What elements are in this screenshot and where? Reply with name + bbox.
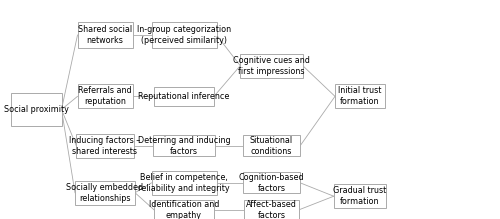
Text: Social proximity: Social proximity <box>4 105 69 114</box>
Text: Socially embedded
relationships: Socially embedded relationships <box>66 183 144 203</box>
Text: Affect-based
factors: Affect-based factors <box>246 200 297 219</box>
Text: Referrals and
reputation: Referrals and reputation <box>78 87 132 106</box>
FancyBboxPatch shape <box>335 84 385 108</box>
FancyBboxPatch shape <box>75 181 135 205</box>
FancyBboxPatch shape <box>12 93 62 127</box>
FancyBboxPatch shape <box>243 173 300 193</box>
FancyBboxPatch shape <box>154 201 214 219</box>
FancyBboxPatch shape <box>334 184 386 208</box>
FancyBboxPatch shape <box>154 87 214 106</box>
Text: Shared social
networks: Shared social networks <box>78 25 132 45</box>
FancyBboxPatch shape <box>78 84 132 108</box>
Text: Inducing factors –
shared interests: Inducing factors – shared interests <box>70 136 140 155</box>
Text: Gradual trust
formation: Gradual trust formation <box>334 186 386 206</box>
FancyBboxPatch shape <box>152 171 216 195</box>
Text: Identification and
empathy: Identification and empathy <box>149 200 219 219</box>
Text: Cognitive cues and
first impressions: Cognitive cues and first impressions <box>233 56 310 76</box>
FancyBboxPatch shape <box>240 54 303 78</box>
Text: Cognition-based
factors: Cognition-based factors <box>238 173 304 193</box>
FancyBboxPatch shape <box>78 22 132 48</box>
Text: Initial trust
formation: Initial trust formation <box>338 87 382 106</box>
FancyBboxPatch shape <box>153 135 215 156</box>
Text: Deterring and inducing
factors: Deterring and inducing factors <box>138 136 230 155</box>
FancyBboxPatch shape <box>244 201 299 219</box>
Text: Situational
conditions: Situational conditions <box>250 136 293 155</box>
Text: Belief in competence,
reliability and integrity: Belief in competence, reliability and in… <box>138 173 230 193</box>
FancyBboxPatch shape <box>76 134 134 158</box>
Text: Reputational inference: Reputational inference <box>138 92 230 101</box>
FancyBboxPatch shape <box>152 22 216 48</box>
Text: In-group categorization
(perceived similarity): In-group categorization (perceived simil… <box>137 25 231 45</box>
FancyBboxPatch shape <box>243 135 300 156</box>
